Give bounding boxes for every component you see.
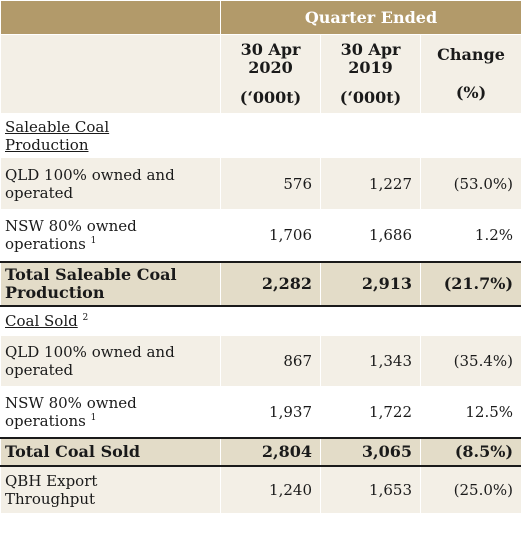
value-2019: 1,653 <box>320 465 421 514</box>
total-row: Total Saleable Coal Production 2,282 2,9… <box>0 260 521 307</box>
value-2020: 576 <box>220 157 321 210</box>
header-2020-line2: 2020 <box>248 58 293 77</box>
row-label: NSW 80% owned operations 1 <box>0 209 221 262</box>
footnote-marker: 1 <box>90 236 97 247</box>
row-label: NSW 80% owned operations 1 <box>0 386 221 438</box>
value-change: (8.5%) <box>419 436 521 467</box>
header-2019-unit: (‘000t) <box>339 88 402 107</box>
header-2020-unit: (‘000t) <box>239 88 302 107</box>
header-2019-line2: 2019 <box>348 58 393 77</box>
total-row: Total Coal Sold 2,804 3,065 (8.5%) <box>0 436 521 467</box>
value-2019: 3,065 <box>320 436 421 467</box>
header-col-change: Change (%) <box>419 34 521 114</box>
value-2020: 1,240 <box>220 465 321 514</box>
row-label: Total Coal Sold <box>0 436 221 467</box>
row-label: QLD 100% owned and operated <box>0 157 221 210</box>
row-label: QBH Export Throughput <box>0 465 221 514</box>
header-2020-line1: 30 Apr <box>240 40 301 59</box>
value-2019: 1,686 <box>320 209 421 262</box>
section-saleable-row: Saleable Coal Production <box>0 113 521 158</box>
footnote-marker: 2 <box>82 312 89 323</box>
value-change: (53.0%) <box>419 157 521 210</box>
header-col-2019: 30 Apr 2019 (‘000t) <box>320 34 421 114</box>
value-2020: 1,706 <box>220 209 321 262</box>
value-2020: 2,804 <box>220 436 321 467</box>
value-change: (35.4%) <box>419 335 521 387</box>
table-row: NSW 80% owned operations 1 1,937 1,722 1… <box>0 386 521 438</box>
value-change: (25.0%) <box>419 465 521 514</box>
value-2019: 2,913 <box>320 260 421 307</box>
quarter-ended-header: Quarter Ended <box>219 0 521 35</box>
header-label-cell <box>0 34 221 114</box>
value-2020: 2,282 <box>220 260 321 307</box>
header-col-2020: 30 Apr 2020 (‘000t) <box>220 34 321 114</box>
footnote-marker: 1 <box>90 412 97 423</box>
table-row: QLD 100% owned and operated 867 1,343 (3… <box>0 335 521 387</box>
row-label: QLD 100% owned and operated <box>0 335 221 387</box>
value-change: 12.5% <box>419 386 521 438</box>
header-group-row: Quarter Ended <box>0 0 521 35</box>
table-row: QBH Export Throughput 1,240 1,653 (25.0%… <box>0 465 521 514</box>
value-2019: 1,722 <box>320 386 421 438</box>
header-2019-line1: 30 Apr <box>340 40 401 59</box>
header-columns-row: 30 Apr 2020 (‘000t) 30 Apr 2019 (‘000t) … <box>0 34 521 114</box>
value-change: (21.7%) <box>419 260 521 307</box>
section-saleable-title: Saleable Coal Production <box>0 113 221 158</box>
row-label: Total Saleable Coal Production <box>0 260 221 307</box>
section-sold-title: Coal Sold 2 <box>0 305 221 336</box>
value-2020: 867 <box>220 335 321 387</box>
table-row: QLD 100% owned and operated 576 1,227 (5… <box>0 157 521 210</box>
section-sold-row: Coal Sold 2 <box>0 305 521 336</box>
value-2019: 1,227 <box>320 157 421 210</box>
value-2019: 1,343 <box>320 335 421 387</box>
coal-production-table: Quarter Ended 30 Apr 2020 (‘000t) 30 Apr… <box>0 0 521 514</box>
header-change-unit: (%) <box>455 83 487 102</box>
value-change: 1.2% <box>419 209 521 262</box>
table-row: NSW 80% owned operations 1 1,706 1,686 1… <box>0 209 521 262</box>
header-blank-cell <box>0 0 221 35</box>
header-change-label: Change <box>437 45 505 64</box>
value-2020: 1,937 <box>220 386 321 438</box>
